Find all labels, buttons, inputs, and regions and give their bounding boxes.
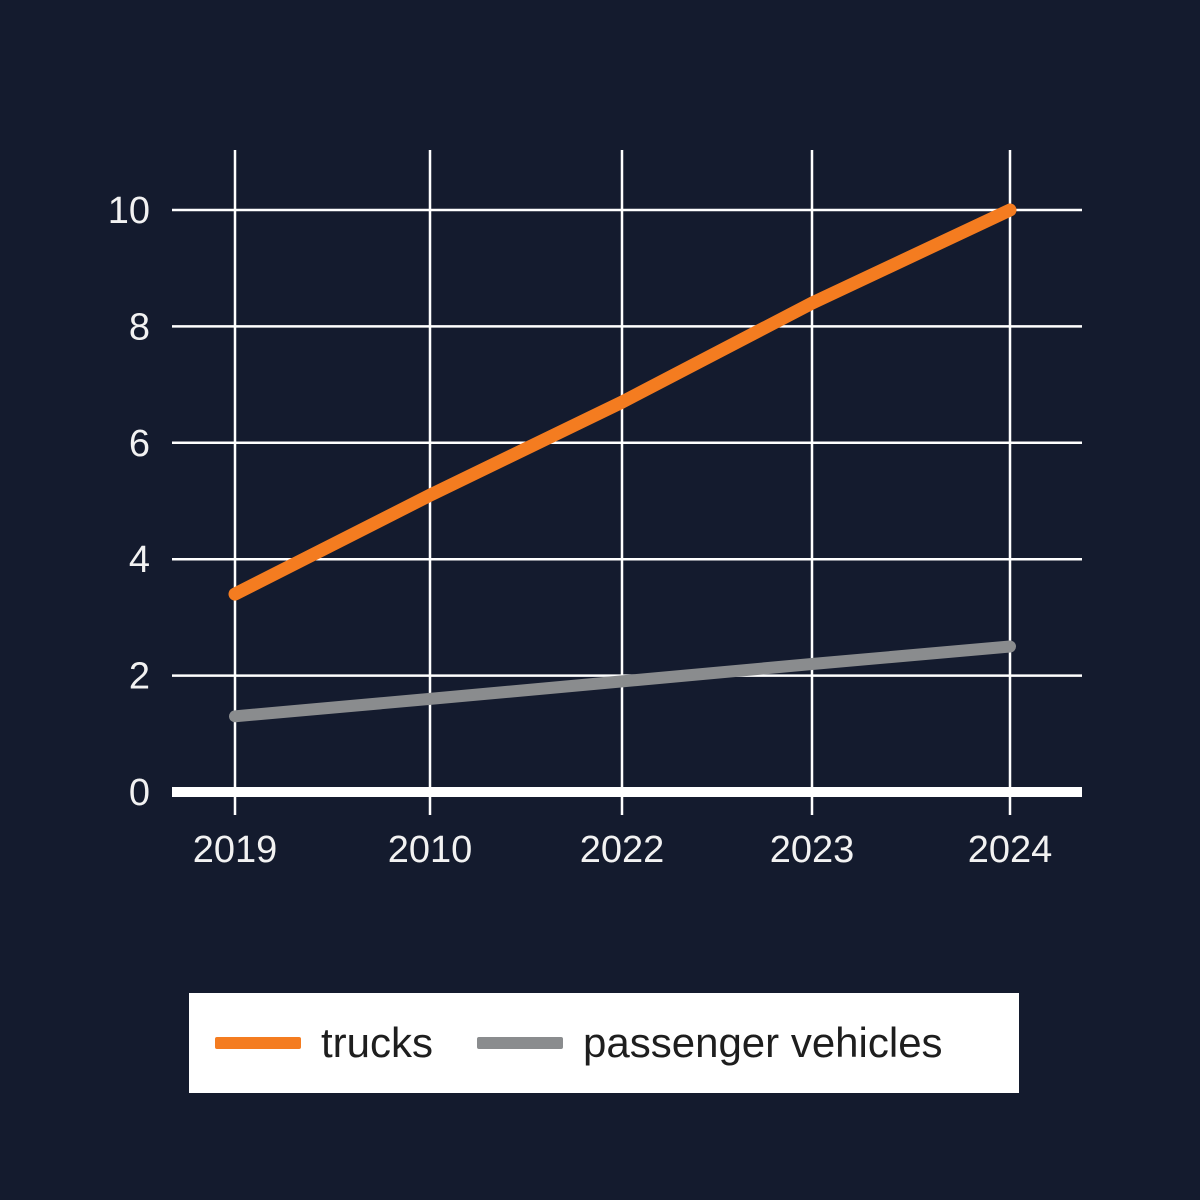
y-axis-tick-labels: 0 2 4 6 8 10 — [108, 190, 150, 814]
y-tick-label-2: 2 — [129, 656, 150, 698]
series-line-trucks — [228, 203, 1017, 601]
legend-item-passenger-vehicles: passenger vehicles — [477, 1019, 943, 1067]
legend: trucks passenger vehicles — [189, 993, 1019, 1093]
legend-swatch-passenger-vehicles — [477, 1037, 564, 1049]
y-tick-label-8: 8 — [129, 306, 150, 348]
y-tick-label-6: 6 — [129, 423, 150, 465]
y-tick-label-4: 4 — [129, 539, 150, 581]
x-axis-tick-labels: 2019 2010 2022 2023 2024 — [193, 829, 1053, 871]
legend-item-trucks: trucks — [215, 1019, 433, 1067]
x-tick-label-2024: 2024 — [968, 829, 1053, 871]
x-tick-label-2010: 2010 — [388, 829, 473, 871]
legend-label-trucks: trucks — [321, 1019, 434, 1066]
legend-swatch-trucks — [215, 1037, 301, 1049]
legend-label-passenger-vehicles: passenger vehicles — [583, 1019, 943, 1066]
series-line-passenger-vehicles — [229, 640, 1016, 723]
x-tick-label-2019: 2019 — [193, 829, 278, 871]
x-tick-label-2023: 2023 — [770, 829, 855, 871]
y-tick-label-10: 10 — [108, 190, 150, 232]
y-tick-label-0: 0 — [129, 772, 150, 814]
series-lines — [228, 203, 1017, 723]
x-tick-label-2022: 2022 — [580, 829, 665, 871]
